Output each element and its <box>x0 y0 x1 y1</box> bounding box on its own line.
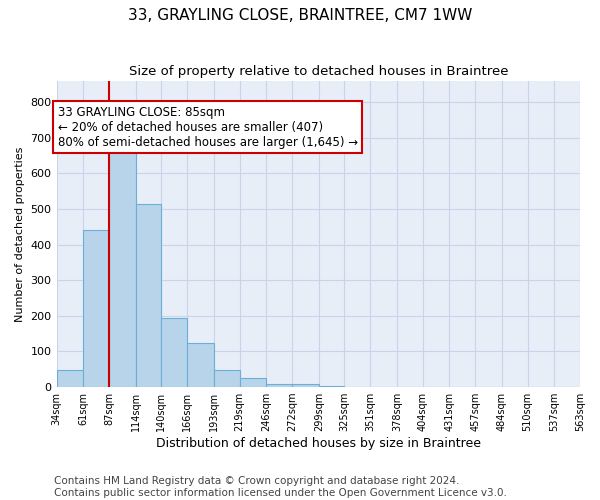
Text: 33, GRAYLING CLOSE, BRAINTREE, CM7 1WW: 33, GRAYLING CLOSE, BRAINTREE, CM7 1WW <box>128 8 472 22</box>
Bar <box>56 370 83 387</box>
Y-axis label: Number of detached properties: Number of detached properties <box>15 146 25 322</box>
Bar <box>109 152 136 387</box>
Bar <box>187 342 214 387</box>
Bar <box>161 318 187 387</box>
Bar <box>266 384 292 387</box>
Bar <box>83 230 109 387</box>
Text: 33 GRAYLING CLOSE: 85sqm
← 20% of detached houses are smaller (407)
80% of semi-: 33 GRAYLING CLOSE: 85sqm ← 20% of detach… <box>58 106 358 148</box>
Bar <box>319 386 344 387</box>
Bar <box>292 384 319 387</box>
Bar <box>239 378 266 387</box>
Text: Contains HM Land Registry data © Crown copyright and database right 2024.
Contai: Contains HM Land Registry data © Crown c… <box>54 476 507 498</box>
Bar <box>136 204 161 387</box>
Bar <box>214 370 239 387</box>
X-axis label: Distribution of detached houses by size in Braintree: Distribution of detached houses by size … <box>156 437 481 450</box>
Title: Size of property relative to detached houses in Braintree: Size of property relative to detached ho… <box>128 65 508 78</box>
